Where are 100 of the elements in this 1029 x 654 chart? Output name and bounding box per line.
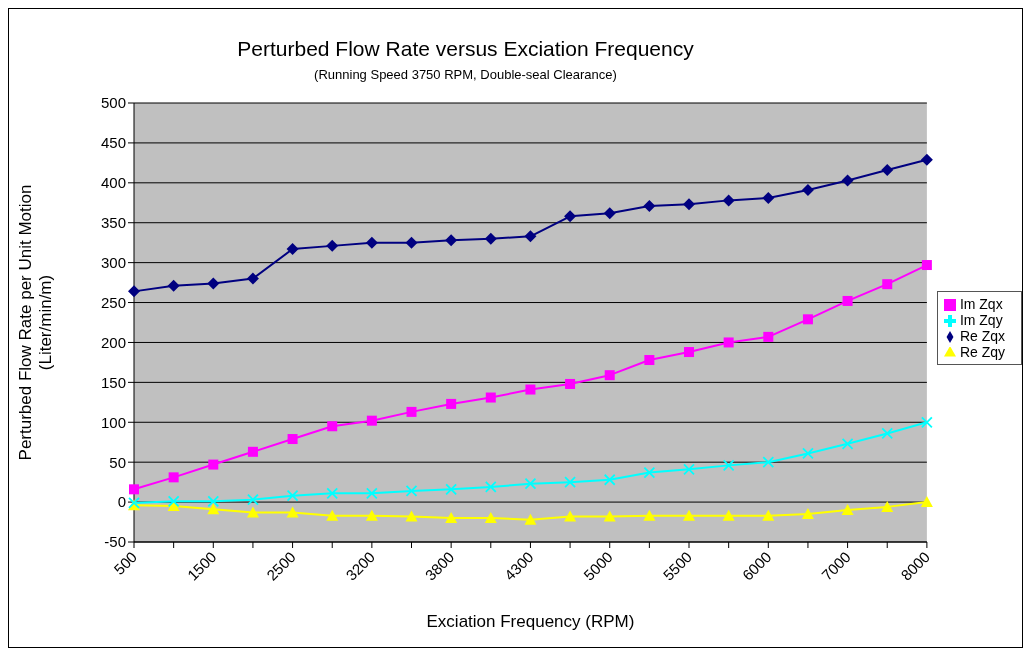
legend-label: Im Zqx: [959, 296, 1003, 312]
chart-title: Perturbed Flow Rate versus Exciation Frequency: [236, 37, 695, 61]
point: [920, 416, 933, 429]
point: [485, 392, 496, 403]
point: [722, 194, 735, 207]
point: [327, 421, 338, 432]
point: [921, 260, 932, 271]
chart-subtitle: (Running Speed 3750 RPM, Double-seal Clearance): [313, 67, 618, 82]
point: [167, 279, 180, 292]
point: [246, 272, 259, 285]
x-axis-title: Exciation Frequency (RPM): [426, 612, 635, 631]
point: [841, 437, 854, 450]
point: [524, 513, 537, 525]
point: [524, 477, 537, 490]
y-tick-label: 350: [100, 214, 126, 232]
point: [445, 234, 458, 247]
point: [564, 210, 577, 223]
point: [603, 510, 616, 522]
point: [247, 446, 258, 457]
point: [247, 493, 259, 506]
point: [326, 239, 339, 252]
y-tick-label: 0: [117, 493, 126, 511]
point: [484, 481, 497, 493]
point: [524, 230, 537, 243]
point: [207, 277, 220, 290]
point: [603, 207, 616, 220]
point: [842, 295, 853, 306]
point: [405, 236, 418, 249]
point: [881, 427, 894, 440]
point: [366, 415, 377, 426]
point: [207, 495, 220, 508]
point: [762, 191, 775, 204]
point: [525, 384, 536, 395]
point: [723, 337, 734, 348]
y-tick-label: 500: [100, 94, 126, 112]
point: [207, 503, 220, 515]
point: [881, 500, 894, 512]
point: [763, 331, 774, 342]
y-tick-label: 150: [100, 373, 126, 391]
y-tick-label: -50: [104, 533, 126, 551]
point: [365, 236, 378, 249]
point: [286, 243, 299, 256]
point: [604, 370, 615, 381]
legend-label: Re Zqy: [959, 344, 1005, 360]
point: [484, 512, 497, 524]
point: [406, 406, 417, 417]
point: [208, 459, 219, 470]
point: [287, 434, 298, 445]
point: [801, 508, 814, 520]
y-tick-label: 400: [100, 174, 126, 192]
point: [167, 495, 180, 508]
y-tick-label: 300: [100, 253, 126, 271]
point: [565, 378, 576, 389]
y-tick-label: 100: [100, 413, 126, 431]
point: [365, 509, 378, 521]
y-tick-label: 450: [100, 134, 126, 152]
point: [445, 483, 458, 496]
point: [762, 509, 775, 521]
point: [128, 285, 140, 298]
point: [643, 509, 656, 521]
point: [129, 484, 139, 495]
point: [881, 164, 894, 177]
point: [683, 198, 696, 211]
point: [484, 232, 497, 245]
point: [446, 398, 457, 409]
point: [326, 509, 339, 521]
y-tick-label: 200: [100, 333, 126, 351]
point: [286, 489, 299, 502]
point: [365, 487, 378, 500]
point: [722, 509, 735, 521]
point: [326, 487, 339, 500]
point: [841, 174, 854, 187]
point: [684, 347, 695, 358]
y-axis-title: Perturbed Flow Rate per Unit Motion (Liter/min/m): [16, 184, 55, 461]
point: [643, 466, 656, 479]
point: [801, 184, 814, 196]
point: [802, 447, 814, 460]
point: [762, 456, 775, 469]
point: [920, 496, 933, 508]
point: [802, 314, 813, 325]
y-tick-label: 50: [109, 453, 126, 471]
point: [644, 355, 655, 366]
point: [722, 459, 735, 472]
point: [445, 512, 458, 524]
point: [564, 476, 576, 489]
point: [683, 463, 695, 476]
y-tick-label: 250: [100, 293, 126, 311]
point: [405, 485, 418, 497]
point: [168, 472, 179, 483]
point: [246, 506, 259, 518]
point: [286, 506, 299, 518]
point: [603, 473, 616, 486]
point: [841, 504, 854, 516]
point: [643, 199, 656, 212]
legend-label: Re Zqx: [959, 328, 1005, 344]
point: [683, 509, 696, 521]
point: [882, 279, 893, 290]
point: [564, 510, 577, 522]
legend-label: Im Zqy: [959, 312, 1003, 328]
point: [405, 510, 418, 522]
